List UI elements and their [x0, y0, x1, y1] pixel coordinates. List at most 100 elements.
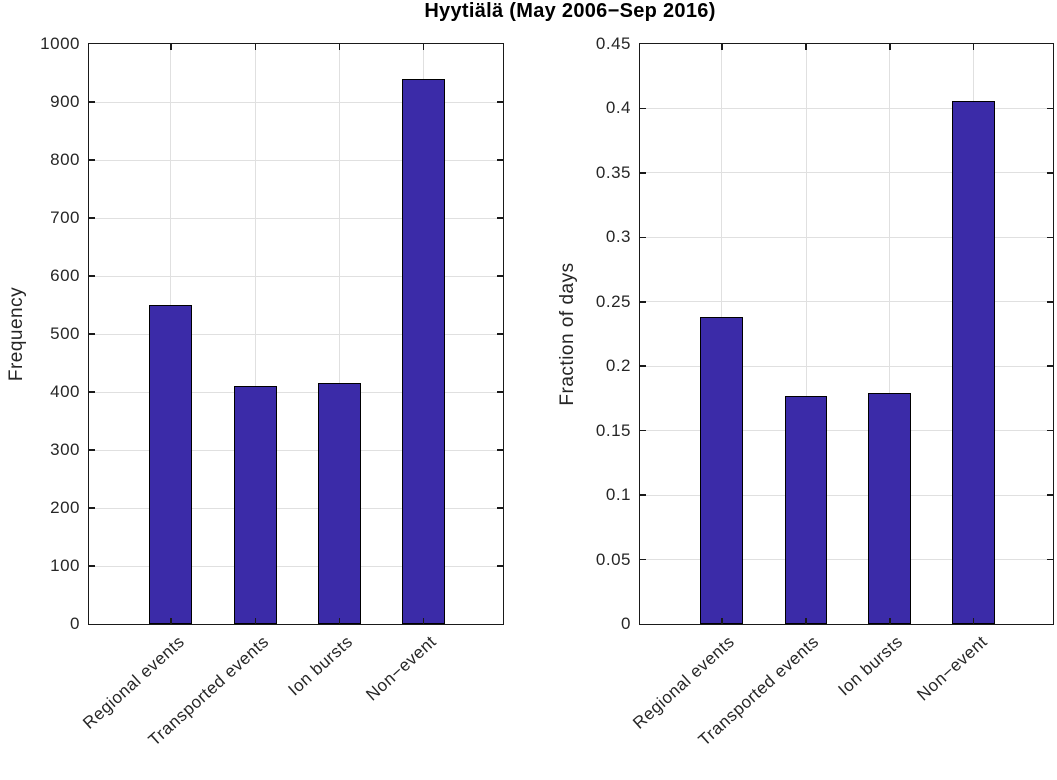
- y-tick-label: 0.45: [595, 34, 631, 53]
- x-tick-mark: [338, 44, 341, 50]
- bar-transported-events: [784, 395, 828, 624]
- x-tick-label-non-event: Non−event: [912, 632, 991, 705]
- y-tick-mark: [640, 494, 646, 496]
- y-tick-mark: [89, 275, 95, 277]
- y-tick-label: 500: [50, 324, 80, 343]
- y-tick-mark: [1047, 172, 1053, 174]
- y-tick-mark: [640, 301, 646, 303]
- y-tick-label: 1000: [40, 34, 80, 53]
- y-tick-mark: [89, 391, 95, 393]
- y-tick-mark: [1047, 301, 1053, 303]
- x-tick-mark: [972, 44, 975, 50]
- bar-non-event: [952, 100, 996, 624]
- y-tick-mark: [640, 429, 646, 432]
- y-gridline: [640, 430, 1053, 432]
- y-gridline: [89, 159, 503, 161]
- y-tick-mark: [1047, 558, 1053, 561]
- y-tick-mark: [497, 159, 503, 161]
- y-tick-label: 0.05: [595, 549, 631, 569]
- y-gridline: [89, 101, 503, 103]
- y-tick-label: 0.35: [595, 162, 631, 182]
- bar-ion-bursts: [868, 393, 912, 624]
- y-gridline: [89, 217, 503, 219]
- y-gridline: [89, 391, 503, 393]
- x-gridline: [254, 44, 256, 624]
- y-axis-label-fraction-of-days: Fraction of days: [557, 262, 578, 406]
- y-tick-mark: [89, 507, 95, 509]
- y-tick-mark: [89, 159, 95, 161]
- y-tick-mark: [1047, 429, 1053, 432]
- x-tick-mark: [805, 44, 807, 50]
- y-tick-mark: [89, 101, 95, 103]
- y-tick-mark: [497, 217, 503, 219]
- frequency-panel-axes: 0 100 200 300 400 500 600 700 800 900 1000 Regional…: [6, 34, 504, 750]
- y-tick-mark: [1047, 365, 1053, 367]
- y-gridline: [640, 365, 1053, 367]
- y-tick-label: 600: [50, 266, 80, 285]
- frequency-panel-plot-area: 0 100 200 300 400 500 600 700 800 900 1000 Regional…: [6, 34, 503, 750]
- y-tick-label: 0: [621, 614, 631, 633]
- x-tick-mark: [422, 44, 425, 50]
- x-tick-label-ion-bursts: Ion bursts: [834, 632, 907, 700]
- x-tick-mark: [170, 44, 172, 50]
- y-tick-mark: [497, 275, 503, 277]
- y-gridline: [89, 565, 503, 567]
- y-gridline: [640, 494, 1053, 496]
- x-tick-mark: [889, 44, 891, 50]
- bar-transported-events: [233, 386, 277, 624]
- y-gridline: [640, 301, 1053, 303]
- y-tick-label: 900: [50, 92, 80, 111]
- y-tick-mark: [497, 507, 503, 509]
- y-tick-label: 0: [70, 614, 80, 633]
- y-tick-mark: [497, 333, 503, 335]
- y-tick-label: 0.25: [595, 291, 631, 311]
- x-gridline: [338, 44, 340, 624]
- y-tick-mark: [497, 565, 503, 567]
- bar-ion-bursts: [317, 383, 361, 624]
- y-tick-label: 0.2: [605, 356, 631, 376]
- x-tick-label-ion-bursts: Ion bursts: [284, 632, 357, 700]
- y-gridline: [640, 559, 1053, 561]
- y-tick-mark: [89, 565, 95, 567]
- x-tick-label-non-event: Non−event: [362, 632, 441, 705]
- y-tick-mark: [640, 107, 646, 110]
- x-tick-mark: [805, 618, 807, 624]
- x-gridline: [889, 44, 891, 624]
- y-gridline: [640, 107, 1053, 109]
- y-tick-label: 700: [50, 208, 80, 227]
- y-axis-label-frequency: Frequency: [6, 286, 27, 382]
- x-tick-mark: [889, 618, 891, 624]
- y-tick-mark: [640, 172, 646, 174]
- x-tick-mark: [422, 618, 425, 624]
- fraction-panel-plot-area: 0 0.05 0.1 0.15 0.2 0.25 0.3 0.35 0.4 0.45 Regiona…: [557, 34, 1053, 750]
- y-tick-mark: [640, 236, 646, 239]
- x-tick-mark: [972, 618, 975, 624]
- y-tick-mark: [89, 217, 95, 219]
- x-tick-mark: [721, 618, 723, 624]
- y-gridline: [89, 507, 503, 509]
- y-tick-mark: [497, 101, 503, 103]
- bar-non-event: [401, 78, 446, 624]
- y-gridline: [89, 333, 503, 335]
- y-tick-mark: [1047, 107, 1053, 110]
- x-tick-mark: [254, 44, 257, 50]
- x-gridline: [805, 44, 807, 624]
- y-tick-mark: [497, 449, 503, 451]
- x-tick-mark: [170, 618, 172, 624]
- y-tick-mark: [89, 449, 95, 451]
- fraction-panel-axes: 0 0.05 0.1 0.15 0.2 0.25 0.3 0.35 0.4 0.45 Regiona…: [557, 34, 1054, 750]
- y-gridline: [640, 236, 1053, 238]
- y-gridline: [89, 275, 503, 277]
- y-gridline: [89, 449, 503, 451]
- x-tick-mark: [254, 618, 257, 624]
- y-tick-label: 300: [50, 440, 80, 459]
- y-gridline: [640, 172, 1053, 174]
- y-tick-label: 0.3: [605, 227, 631, 247]
- y-tick-mark: [640, 558, 646, 561]
- bar-regional-events: [149, 305, 193, 624]
- y-tick-mark: [1047, 494, 1053, 496]
- x-tick-mark: [338, 618, 341, 624]
- y-tick-mark: [89, 333, 95, 335]
- bar-regional-events: [700, 317, 744, 624]
